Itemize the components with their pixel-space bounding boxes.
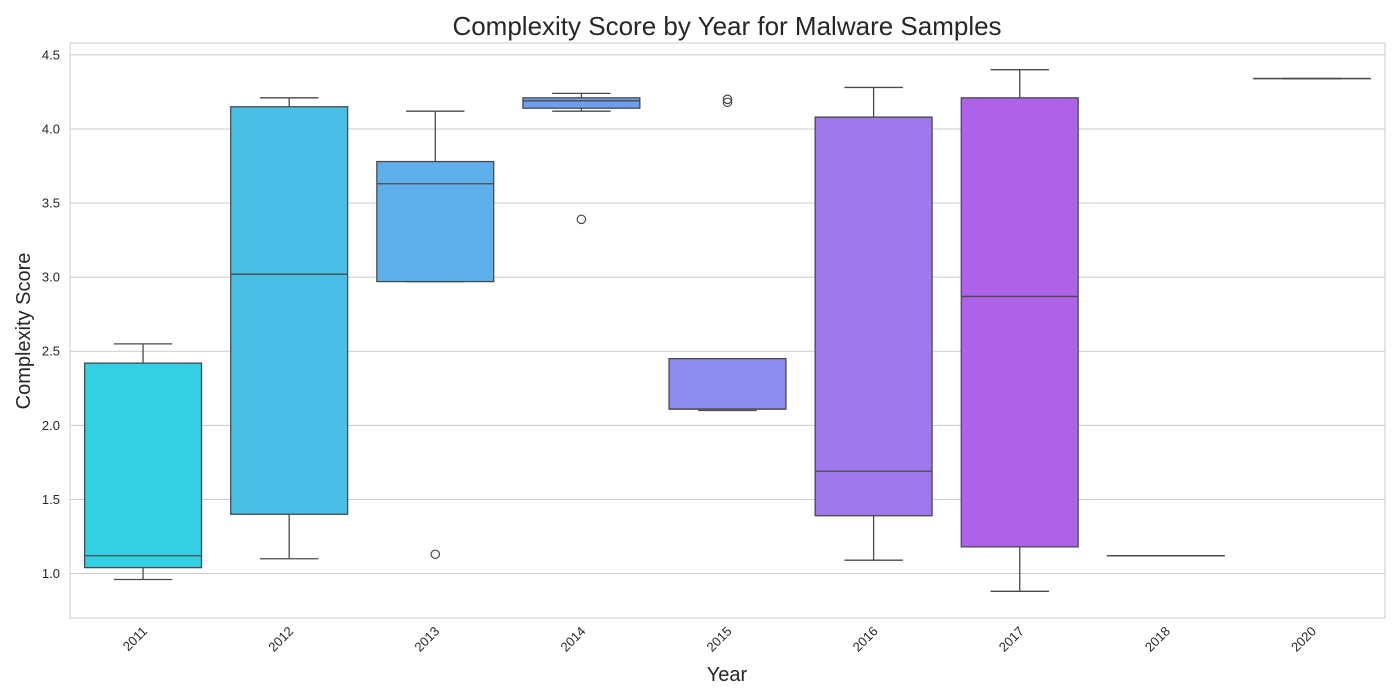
box-2017 [960,97,1079,548]
y-tick-label: 3.5 [42,196,60,211]
box-2013 [376,160,495,283]
y-tick-label: 3.0 [42,270,60,285]
chart-title: Complexity Score by Year for Malware Sam… [452,11,1001,41]
y-tick-label: 4.5 [42,47,60,62]
x-tick-label: 2012 [265,624,296,655]
y-tick-label: 1.0 [42,566,60,581]
x-tick-label: 2015 [704,624,735,655]
outlier-point [722,94,733,105]
outlier-point [722,97,733,108]
box-2011 [83,362,203,569]
box-2012 [230,106,349,515]
y-axis-label: Complexity Score [13,253,35,410]
outlier-point [430,549,441,560]
x-tick-label: 2016 [850,624,881,655]
x-axis-label: Year [707,664,748,686]
box-2014 [522,97,641,109]
y-tick-label: 2.5 [42,344,60,359]
x-tick-label: 2017 [996,624,1027,655]
y-tick-label: 4.0 [42,121,60,136]
box-2015 [668,358,787,410]
x-tick-label: 2013 [411,624,442,655]
y-tick-label: 1.5 [42,492,60,507]
y-tick-label: 2.0 [42,418,60,433]
box-2016 [814,116,933,517]
x-tick-label: 2011 [120,624,150,654]
outlier-point [576,214,587,225]
x-tick-label: 2014 [557,624,588,655]
x-tick-label: 2020 [1288,624,1319,655]
x-tick-label: 2018 [1142,624,1173,655]
plot-area: 1.0 1.5 2.0 2.5 3.0 3.5 4.0 4.5 2011 2012 2013 2014… [42,42,1386,655]
